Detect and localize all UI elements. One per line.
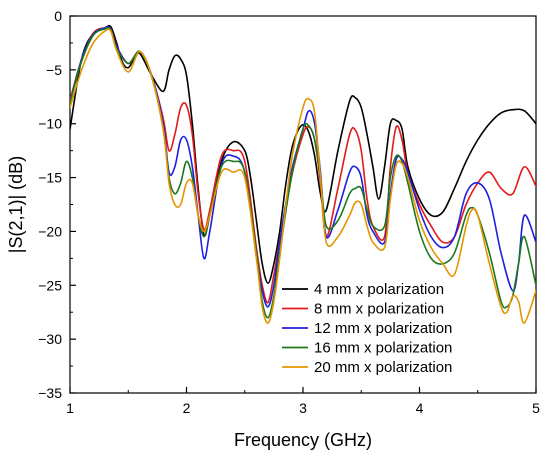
axes: 1 2 3 4 5 −35 −30 −25 −20 −15 −10 −5 0 xyxy=(38,8,540,416)
x-axis-title: Frequency (GHz) xyxy=(234,430,372,450)
series-line-3 xyxy=(70,26,536,308)
series-line-2 xyxy=(70,26,536,304)
legend-label-3: 12 mm x polarization xyxy=(314,320,452,337)
series-lines xyxy=(70,24,536,324)
x-tick-label: 1 xyxy=(66,400,74,416)
legend-label-4: 16 mm x polarization xyxy=(314,340,452,357)
y-tick-label: −10 xyxy=(38,116,62,132)
x-tick-label: 3 xyxy=(299,400,307,416)
y-axis-title: |S(2,1)| (dB) xyxy=(6,156,26,253)
legend-label-5: 20 mm x polarization xyxy=(314,359,452,376)
y-tick-label: −30 xyxy=(38,331,62,347)
legend-label-2: 8 mm x polarization xyxy=(314,301,444,318)
series-line-5 xyxy=(70,28,536,324)
y-tick-label: −20 xyxy=(38,223,62,239)
legend-label-1: 4 mm x polarization xyxy=(314,281,444,298)
y-tick-label: −25 xyxy=(38,277,62,293)
series-line-4 xyxy=(70,27,536,319)
y-tick-label: −5 xyxy=(46,62,62,78)
y-tick-label: −15 xyxy=(38,170,62,186)
x-tick-label: 2 xyxy=(183,400,191,416)
series-line-1 xyxy=(70,24,536,284)
y-tick-label: 0 xyxy=(54,8,62,24)
legend: 4 mm x polarization 8 mm x polarization 12… xyxy=(282,281,452,376)
x-tick-label: 5 xyxy=(532,400,540,416)
x-tick-label: 4 xyxy=(416,400,424,416)
y-tick-label: −35 xyxy=(38,385,62,401)
